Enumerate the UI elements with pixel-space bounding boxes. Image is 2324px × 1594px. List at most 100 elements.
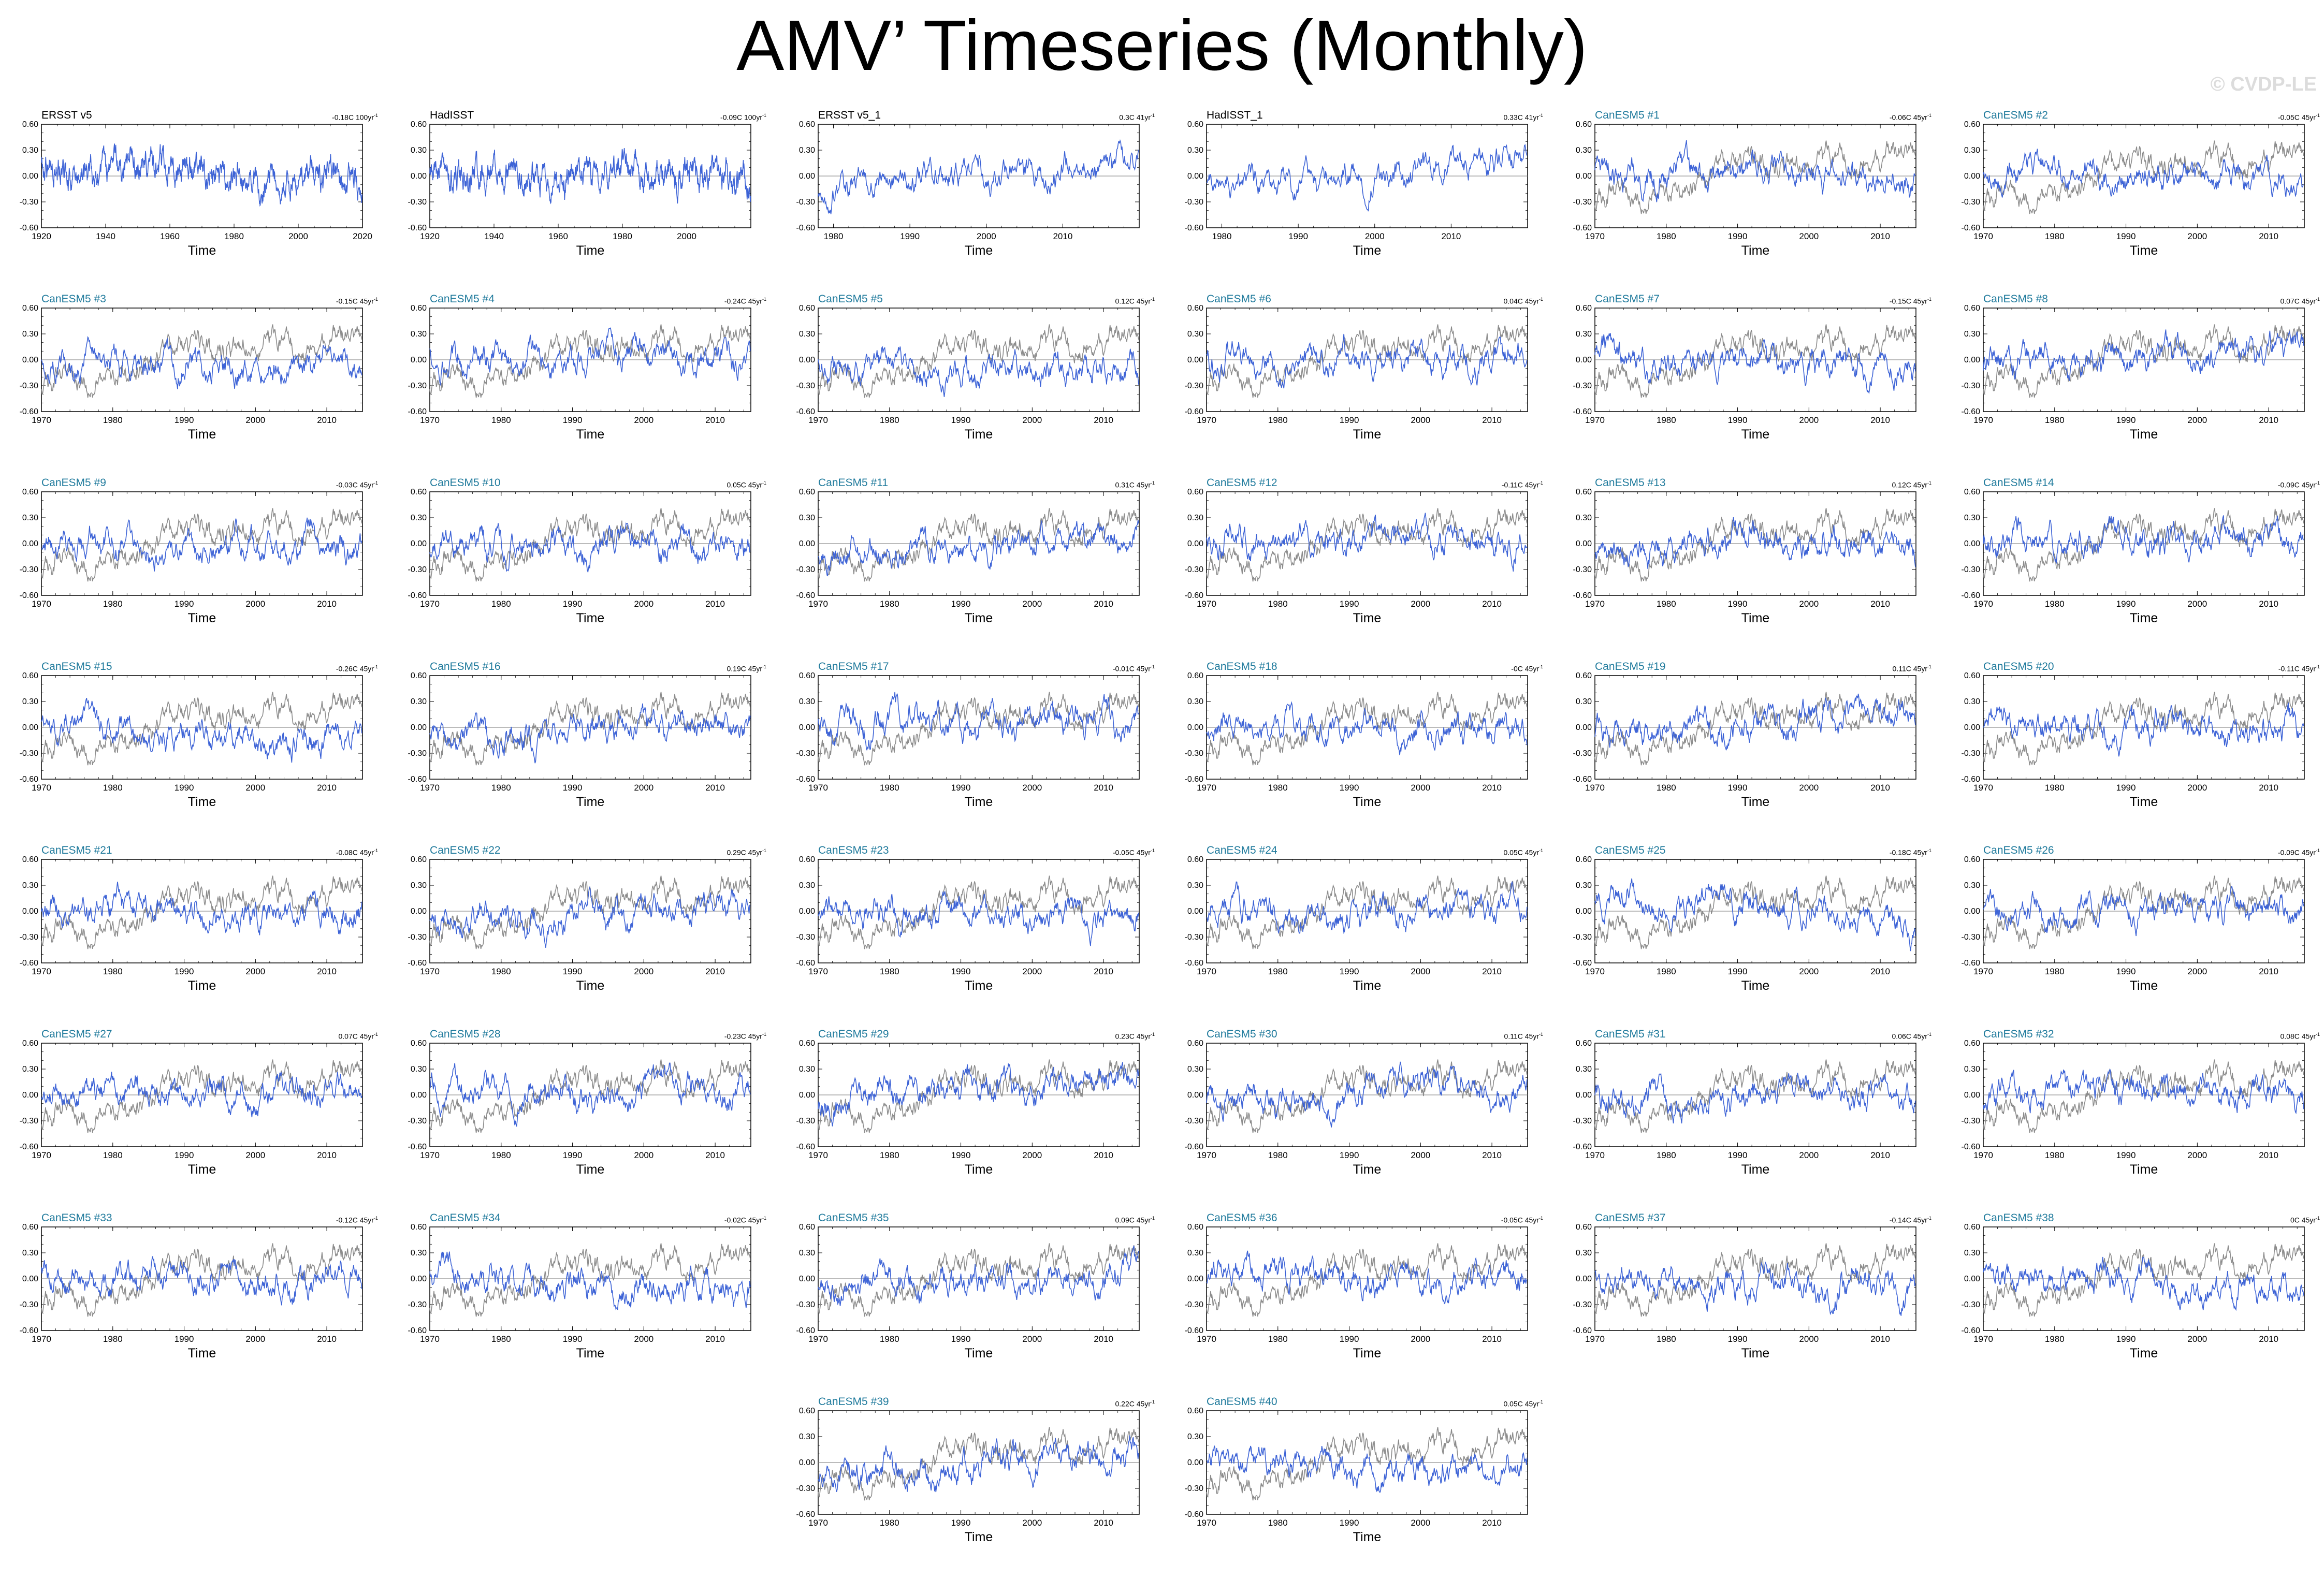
x-tick-label: 1970 [808,783,828,793]
y-tick-label: 0.30 [1187,1249,1203,1257]
y-tick-label: -0.30 [20,933,39,942]
x-tick-label: 2000 [2187,783,2207,793]
y-tick-label: -0.30 [796,382,816,390]
panel: CanESM5 #12 -0.11C 45yr-1 0.60 0.30 0.00 -0.3… [1165,476,1548,647]
x-tick-label: 1970 [1197,1334,1216,1344]
x-tick-label: 1970 [1197,1150,1216,1160]
trend-exponent: -1 [1927,1216,1931,1221]
panel: CanESM5 #19 0.11C 45yr-1 0.60 0.30 0.00 -0.30… [1553,660,1937,831]
panel-trend: 0.29C 45yr-1 [727,846,767,857]
x-tick-label: 1970 [808,1518,828,1528]
panel-title: CanESM5 #5 [818,293,883,305]
x-tick-label: 2000 [1799,967,1819,976]
x-tick-label: 1990 [1728,599,1748,609]
y-tick-label: 0.30 [1576,146,1592,155]
trend-exponent: -1 [762,113,766,118]
trend-exponent: -1 [1538,297,1543,302]
x-tick-label: 2000 [2187,599,2207,609]
x-axis-title: Time [2130,243,2158,258]
model-series-line [1983,1069,2304,1115]
x-tick-label: 1980 [491,1334,511,1344]
x-tick-label: 2010 [1870,231,1890,241]
trend-value: -0.05C 45yr [1501,1216,1539,1224]
observation-series-line [429,324,751,398]
observation-series-line [818,508,1139,582]
model-series-line [1983,329,2304,381]
y-tick-label: 0.00 [22,907,38,916]
y-tick-label: 0.00 [1964,539,1980,548]
x-axis-title: Time [965,1530,993,1544]
y-tick-label: 0.30 [1964,881,1980,890]
x-tick-label: 1990 [1340,1518,1359,1528]
model-series-line [429,522,751,574]
watermark: © CVDP-LE [2210,74,2317,95]
y-tick-label: -0.60 [796,1143,816,1151]
trend-exponent: -1 [762,1032,766,1037]
panel: CanESM5 #15 -0.26C 45yr-1 0.60 0.30 0.00 -0.3… [0,660,383,831]
x-axis-title: Time [1353,978,1382,993]
panel-trend: -0.15C 45yr-1 [336,295,378,306]
x-tick-label: 1980 [2045,415,2065,425]
panel: CanESM5 #37 -0.14C 45yr-1 0.60 0.30 0.00 -0.3… [1553,1211,1937,1382]
y-tick-label: -0.60 [408,1143,427,1151]
y-tick-label: -0.60 [796,591,816,600]
trend-exponent: -1 [2315,1032,2320,1037]
panel: CanESM5 #4 -0.24C 45yr-1 0.60 0.30 0.00 -0.30… [388,293,772,463]
model-series-line [1206,1250,1528,1305]
panel-trend: -0.09C 45yr-1 [2278,478,2320,490]
y-tick-label: 0.60 [1187,1407,1203,1415]
y-tick-label: 0.30 [799,1432,815,1441]
panel-title: CanESM5 #2 [1983,109,2048,121]
panel: CanESM5 #11 0.31C 45yr-1 0.60 0.30 0.00 -0.30… [777,476,1160,647]
y-tick-label: 0.60 [1576,1039,1592,1048]
x-tick-label: 2010 [1482,783,1502,793]
panel: CanESM5 #30 0.11C 45yr-1 0.60 0.30 0.00 -0.30… [1165,1028,1548,1198]
model-series-line [1594,878,1916,952]
y-tick-label: 0.60 [22,671,38,680]
x-tick-label: 2010 [705,1334,725,1344]
x-tick-label: 1980 [1657,599,1676,609]
panel: CanESM5 #5 0.12C 45yr-1 0.60 0.30 0.00 -0.30 -… [777,293,1160,463]
panel-title: CanESM5 #22 [430,844,501,856]
x-tick-label: 1970 [1585,599,1605,609]
x-tick-label: 1990 [1728,967,1748,976]
x-tick-label: 1990 [1340,967,1359,976]
x-tick-label: 1990 [1340,1334,1359,1344]
x-tick-label: 1980 [491,967,511,976]
x-tick-label: 1980 [103,967,123,976]
panel-title: CanESM5 #28 [430,1028,501,1040]
x-tick-label: 1980 [1657,231,1676,241]
x-tick-label: 1980 [2045,1150,2065,1160]
model-series-line [429,1251,751,1311]
x-tick-label: 1970 [420,1150,440,1160]
panel: CanESM5 #28 -0.23C 45yr-1 0.60 0.30 0.00 -0.3… [388,1028,772,1198]
x-tick-label: 2010 [317,1334,337,1344]
y-tick-label: -0.60 [20,959,39,968]
x-tick-label: 1980 [1268,967,1288,976]
observation-series-line [818,875,1139,949]
panel: CanESM5 #22 0.29C 45yr-1 0.60 0.30 0.00 -0.30… [388,844,772,1015]
panel: CanESM5 #25 -0.18C 45yr-1 0.60 0.30 0.00 -0.3… [1553,844,1937,1015]
x-tick-label: 1970 [1973,1334,1993,1344]
y-tick-label: -0.30 [408,198,427,207]
x-tick-label: 2000 [1411,1334,1430,1344]
y-tick-label: 0.30 [22,1065,38,1074]
x-tick-label: 2010 [1094,1334,1113,1344]
x-tick-label: 2000 [1022,599,1042,609]
panel-trend: 0C 45yr-1 [2290,1213,2320,1225]
trend-value: -0.24C 45yr [724,297,762,305]
trend-value: 0.12C 45yr [1892,480,1927,489]
observation-line [41,143,363,207]
y-tick-label: -0.30 [20,749,39,758]
y-tick-label: 0.00 [1187,356,1203,364]
x-tick-label: 2010 [1482,415,1502,425]
trend-value: -0.18C 100yr [332,113,374,122]
y-tick-label: 0.30 [1576,1065,1592,1074]
trend-value: 0.23C 45yr [1115,1032,1151,1041]
observation-line [429,148,751,204]
x-axis-title: Time [1353,795,1382,809]
x-tick-label: 2010 [1094,415,1113,425]
